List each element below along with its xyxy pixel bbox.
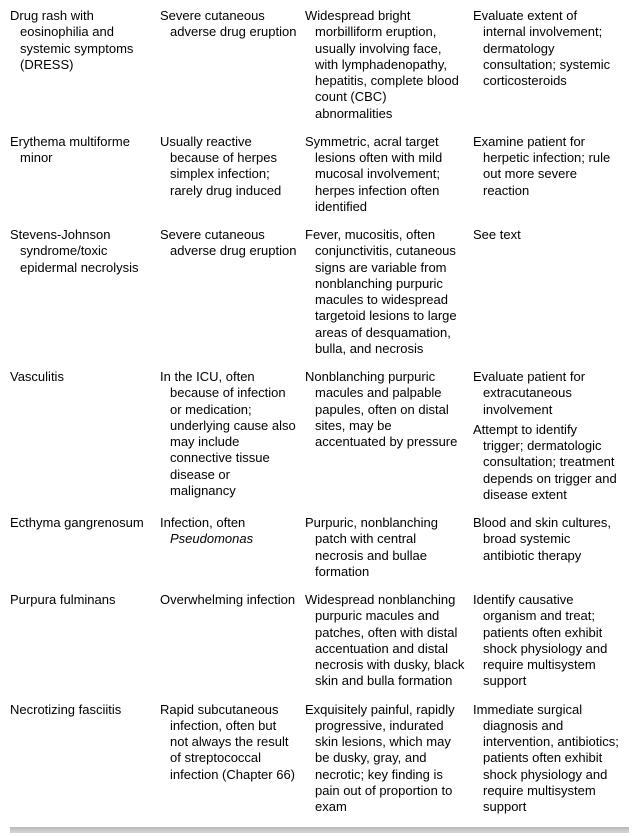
cell-text: Purpuric, nonblanching patch with centra… <box>305 515 465 580</box>
table-row: Drug rash with eosinophilia and systemic… <box>10 8 629 122</box>
table-row: Necrotizing fasciitis Rapid subcutaneous… <box>10 702 629 816</box>
cell-text: Identify causative organism and treat; p… <box>473 592 621 690</box>
table-row: Purpura fulminans Overwhelming infection… <box>10 592 629 690</box>
cell-action: Immediate surgical diagnosis and interve… <box>473 702 629 816</box>
medical-table: Drug rash with eosinophilia and systemic… <box>10 8 629 815</box>
cell-cause: In the ICU, often because of infection o… <box>160 369 305 503</box>
cell-text: Exquisitely painful, rapidly progressive… <box>305 702 465 816</box>
cell-condition: Purpura fulminans <box>10 592 160 690</box>
cell-text: Purpura fulminans <box>10 592 152 608</box>
cell-condition: Erythema multiforme minor <box>10 134 160 215</box>
cell-text: In the ICU, often because of infection o… <box>160 369 297 499</box>
cell-text: Rapid subcutaneous infection, often but … <box>160 702 297 783</box>
cell-text: Ecthyma gangrenosum <box>10 515 152 531</box>
cell-presentation: Fever, mucositis, often conjunctivitis, … <box>305 227 473 357</box>
text-plain: Infection, often <box>160 515 245 530</box>
cell-text: Usually reactive because of herpes simpl… <box>160 134 297 199</box>
cell-action: Examine patient for herpetic infection; … <box>473 134 629 215</box>
cell-condition: Stevens-Johnson syndrome/toxic epidermal… <box>10 227 160 357</box>
cell-condition: Drug rash with eosinophilia and systemic… <box>10 8 160 122</box>
cell-text: Symmetric, acral target lesions often wi… <box>305 134 465 215</box>
table-row: Ecthyma gangrenosum Infection, often Pse… <box>10 515 629 580</box>
cell-cause: Severe cutaneous adverse drug eruption <box>160 227 305 357</box>
cell-text: Fever, mucositis, often conjunctivitis, … <box>305 227 465 357</box>
cell-text: Evaluate extent of internal involvement;… <box>473 8 621 89</box>
cell-text: Blood and skin cultures, broad systemic … <box>473 515 621 564</box>
cell-text: Attempt to identify trigger; dermatologi… <box>473 422 621 503</box>
cell-presentation: Symmetric, acral target lesions often wi… <box>305 134 473 215</box>
cell-cause: Rapid subcutaneous infection, often but … <box>160 702 305 816</box>
table-row: Erythema multiforme minor Usually reacti… <box>10 134 629 215</box>
cell-text: Severe cutaneous adverse drug eruption <box>160 8 297 41</box>
cell-condition: Necrotizing fasciitis <box>10 702 160 816</box>
cell-text: Nonblanching purpuric macules and palpab… <box>305 369 465 450</box>
text-italic: Pseudomonas <box>170 531 253 546</box>
cell-action: Identify causative organism and treat; p… <box>473 592 629 690</box>
cell-presentation: Widespread bright morbilliform eruption,… <box>305 8 473 122</box>
cell-text: Vasculitis <box>10 369 152 385</box>
cell-condition: Vasculitis <box>10 369 160 503</box>
cell-cause: Overwhelming infection <box>160 592 305 690</box>
cell-text: Drug rash with eosinophilia and systemic… <box>10 8 152 73</box>
cell-text: Stevens-Johnson syndrome/toxic epidermal… <box>10 227 152 276</box>
cell-text: Widespread bright morbilliform eruption,… <box>305 8 465 122</box>
cell-text: Erythema multiforme minor <box>10 134 152 167</box>
cell-text: Overwhelming infection <box>160 592 297 608</box>
cell-action: Evaluate patient for extracutaneous invo… <box>473 369 629 503</box>
cell-text: Infection, often Pseudomonas <box>160 515 297 548</box>
cell-presentation: Nonblanching purpuric macules and palpab… <box>305 369 473 503</box>
cell-action: Evaluate extent of internal involvement;… <box>473 8 629 122</box>
cell-text: Evaluate patient for extracutaneous invo… <box>473 369 621 418</box>
table-footer-bar <box>10 827 629 833</box>
cell-action: See text <box>473 227 629 357</box>
cell-presentation: Exquisitely painful, rapidly progressive… <box>305 702 473 816</box>
cell-cause: Severe cutaneous adverse drug eruption <box>160 8 305 122</box>
cell-text: Immediate surgical diagnosis and interve… <box>473 702 621 816</box>
cell-action: Blood and skin cultures, broad systemic … <box>473 515 629 580</box>
cell-text: Necrotizing fasciitis <box>10 702 152 718</box>
table-row: Vasculitis In the ICU, often because of … <box>10 369 629 503</box>
cell-text: Severe cutaneous adverse drug eruption <box>160 227 297 260</box>
cell-condition: Ecthyma gangrenosum <box>10 515 160 580</box>
cell-presentation: Purpuric, nonblanching patch with centra… <box>305 515 473 580</box>
cell-text: Widespread nonblanching purpuric macules… <box>305 592 465 690</box>
cell-cause: Usually reactive because of herpes simpl… <box>160 134 305 215</box>
cell-text: See text <box>473 227 621 243</box>
cell-cause: Infection, often Pseudomonas <box>160 515 305 580</box>
cell-text: Examine patient for herpetic infection; … <box>473 134 621 199</box>
cell-presentation: Widespread nonblanching purpuric macules… <box>305 592 473 690</box>
table-row: Stevens-Johnson syndrome/toxic epidermal… <box>10 227 629 357</box>
